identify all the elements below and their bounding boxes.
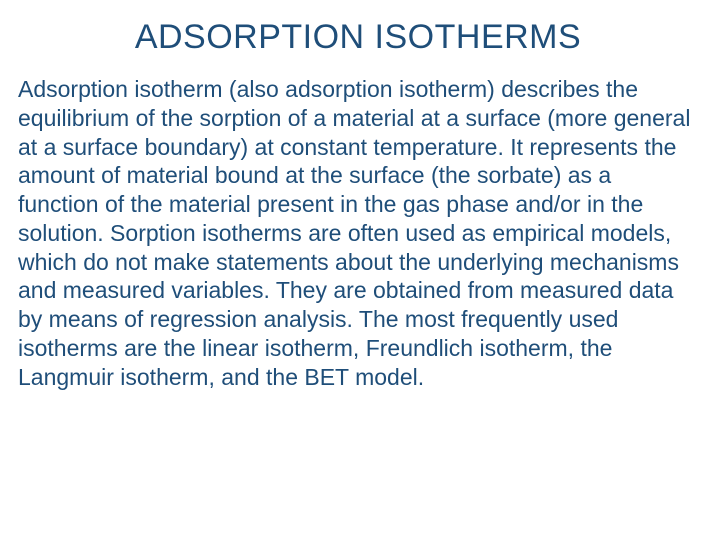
slide-body-text: Adsorption isotherm (also adsorption iso… <box>18 75 698 391</box>
slide-container: ADSORPTION ISOTHERMS Adsorption isotherm… <box>0 0 720 540</box>
slide-title: ADSORPTION ISOTHERMS <box>18 18 698 57</box>
